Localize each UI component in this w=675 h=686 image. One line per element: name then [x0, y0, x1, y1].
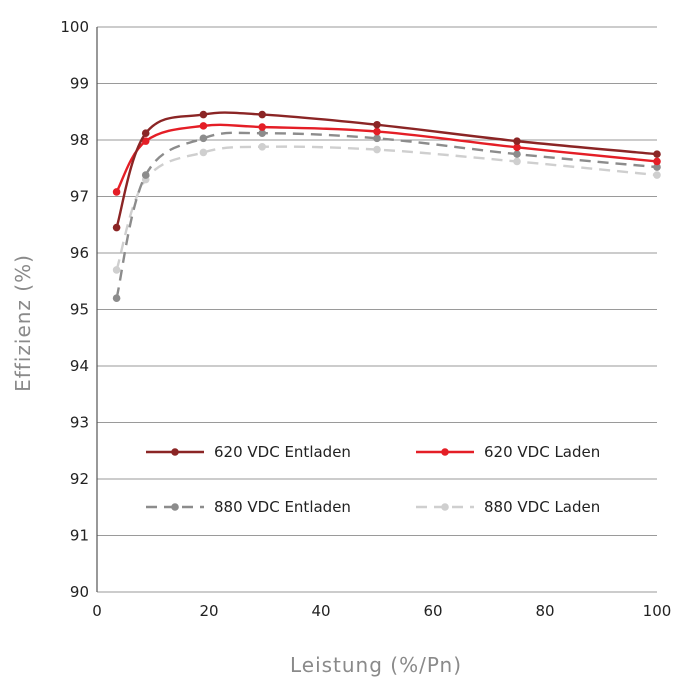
- legend: 620 VDC Entladen 620 VDC Laden 880 VDC Ent…: [146, 443, 600, 516]
- legend-item: 880 VDC Entladen: [146, 498, 351, 516]
- data-point: [141, 129, 150, 138]
- series-line: [115, 131, 658, 299]
- data-point: [258, 129, 267, 138]
- series-line: [115, 145, 658, 271]
- y-tick-label: 93: [70, 414, 89, 432]
- x-axis-title: Leistung (%/Pn): [290, 653, 462, 677]
- data-point: [258, 142, 267, 151]
- y-tick-label: 91: [70, 527, 89, 545]
- data-point: [199, 148, 208, 157]
- x-tick-label: 60: [423, 602, 442, 620]
- y-tick-label: 90: [70, 583, 89, 601]
- data-point: [513, 143, 521, 152]
- data-point: [653, 171, 661, 179]
- data-point: [513, 150, 521, 158]
- x-tick-label: 20: [199, 602, 218, 620]
- y-tick-label: 100: [60, 18, 89, 36]
- data-point: [258, 123, 267, 131]
- legend-swatch-marker: [441, 503, 449, 511]
- legend-swatch-marker: [171, 448, 179, 456]
- x-tick-label: 100: [643, 602, 672, 620]
- series-2: [112, 122, 661, 196]
- y-axis-title: Effizienz (%): [11, 254, 35, 392]
- series-line: [115, 111, 658, 228]
- series-4: [112, 142, 661, 274]
- data-point: [653, 157, 661, 166]
- data-point: [513, 137, 521, 145]
- x-tick-label: 0: [92, 602, 102, 620]
- data-point: [373, 120, 381, 129]
- data-point: [112, 266, 121, 274]
- legend-label: 880 VDC Laden: [484, 498, 600, 516]
- y-tick-label: 96: [70, 244, 89, 262]
- legend-label: 620 VDC Laden: [484, 443, 600, 461]
- data-point: [513, 157, 521, 166]
- data-point: [112, 188, 121, 196]
- x-tick-label: 40: [311, 602, 330, 620]
- data-point: [258, 110, 267, 119]
- data-point: [112, 223, 121, 232]
- x-tick-label: 80: [535, 602, 554, 620]
- data-point: [373, 145, 381, 154]
- data-point: [373, 134, 381, 143]
- y-tick-label: 92: [70, 470, 89, 488]
- legend-swatch-marker: [441, 448, 449, 456]
- legend-swatch-marker: [171, 503, 179, 511]
- data-point: [653, 150, 661, 158]
- y-tick-label: 99: [70, 75, 89, 93]
- data-point: [141, 171, 150, 179]
- y-tick-label: 95: [70, 301, 89, 319]
- legend-label: 620 VDC Entladen: [214, 443, 351, 461]
- data-point: [112, 294, 121, 303]
- y-tick-label: 98: [70, 131, 89, 149]
- data-point: [199, 122, 208, 130]
- data-point: [373, 127, 381, 136]
- series-layer: [112, 110, 661, 303]
- series-1: [112, 110, 661, 232]
- data-point: [199, 134, 208, 143]
- axes-layer: 90 91 92 93 94 95 96 97 98 99 100 0 20 40 60 80 100: [60, 18, 671, 620]
- legend-item: 620 VDC Laden: [416, 443, 600, 461]
- data-point: [199, 110, 208, 119]
- series-3: [112, 129, 661, 303]
- legend-label: 880 VDC Entladen: [214, 498, 351, 516]
- legend-item: 880 VDC Laden: [416, 498, 600, 516]
- data-point: [141, 137, 150, 145]
- y-tick-label: 97: [70, 188, 89, 206]
- legend-item: 620 VDC Entladen: [146, 443, 351, 461]
- data-point: [653, 163, 661, 171]
- y-tick-label: 94: [70, 357, 89, 375]
- series-line: [115, 123, 658, 193]
